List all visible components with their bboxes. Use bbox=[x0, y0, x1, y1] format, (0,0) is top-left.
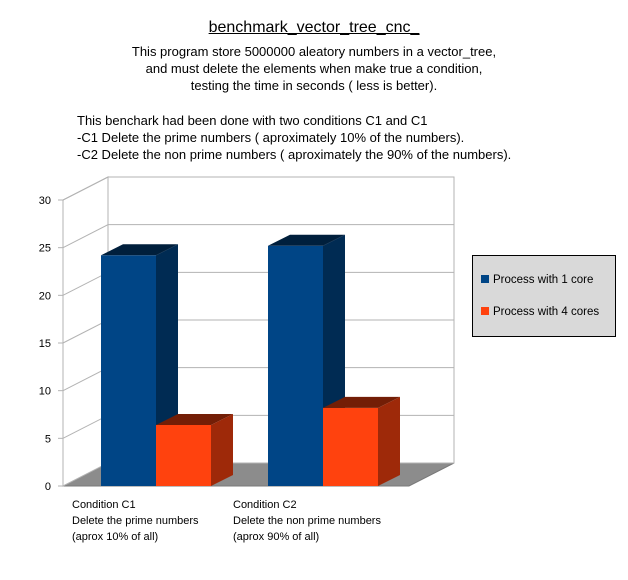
bar-front bbox=[101, 255, 156, 486]
y-tick-label: 25 bbox=[39, 243, 51, 255]
x-category-label: Delete the non prime numbers bbox=[233, 515, 381, 527]
legend-swatch-1-core bbox=[481, 275, 489, 283]
bar-top bbox=[156, 413, 233, 425]
x-category-label: Condition C2 bbox=[233, 499, 297, 511]
bar-front bbox=[156, 424, 211, 486]
legend-swatch-4-cores bbox=[481, 307, 489, 315]
chart-title: benchmark_vector_tree_cnc_ bbox=[208, 19, 420, 36]
bar-top bbox=[101, 244, 178, 256]
y-tick-label: 15 bbox=[39, 338, 51, 350]
description-line-3: testing the time in seconds ( less is be… bbox=[190, 78, 438, 93]
description-line-2: and must delete the elements when make t… bbox=[145, 61, 483, 76]
y-tick-label: 0 bbox=[45, 481, 51, 493]
bar-front bbox=[268, 245, 323, 486]
x-category-label: (aprox 10% of all) bbox=[72, 531, 158, 543]
note-line-1: This benchark had been done with two con… bbox=[77, 113, 428, 128]
legend-item-4-cores: Process with 4 cores bbox=[481, 306, 599, 318]
description-line-1: This program store 5000000 aleatory numb… bbox=[131, 44, 497, 59]
y-tick-label: 5 bbox=[45, 433, 51, 445]
bar-top bbox=[323, 396, 400, 408]
y-tick-label: 30 bbox=[39, 195, 51, 207]
legend: Process with 1 core Process with 4 cores bbox=[472, 255, 616, 337]
bar-front bbox=[323, 407, 378, 486]
note-line-2: -C1 Delete the prime numbers ( aproximat… bbox=[77, 130, 465, 145]
x-category-label: Delete the prime numbers bbox=[72, 515, 199, 527]
gridline bbox=[62, 176, 454, 201]
gridline bbox=[62, 224, 454, 249]
x-category-label: Condition C1 bbox=[72, 499, 136, 511]
legend-item-1-core: Process with 1 core bbox=[481, 274, 593, 286]
y-tick-label: 10 bbox=[39, 386, 51, 398]
bar-side bbox=[211, 413, 233, 486]
y-tick-label: 20 bbox=[39, 290, 51, 302]
bar-top bbox=[268, 234, 345, 246]
x-category-label: (aprox 90% of all) bbox=[233, 531, 319, 543]
note-line-3: -C2 Delete the non prime numbers ( aprox… bbox=[77, 147, 512, 162]
legend-label-4-cores: Process with 4 cores bbox=[493, 306, 600, 318]
bar-side bbox=[378, 396, 400, 486]
legend-label-1-core: Process with 1 core bbox=[493, 274, 594, 286]
